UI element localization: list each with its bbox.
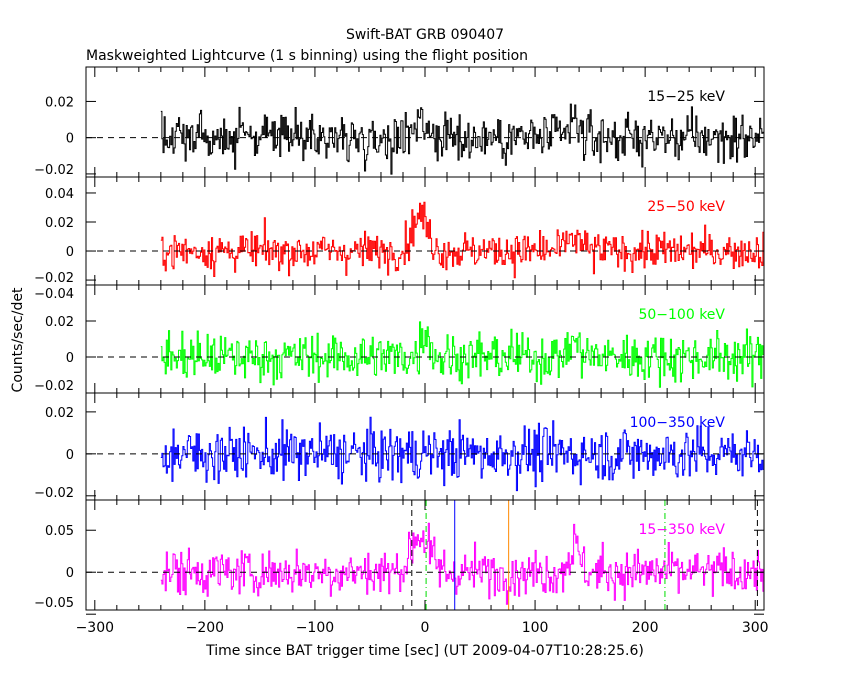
panel-frame bbox=[85, 499, 765, 611]
y-axis-label: Counts/sec/det bbox=[10, 287, 26, 392]
series-legend-label: 25−50 keV bbox=[647, 199, 725, 215]
series-legend-label: 15−25 keV bbox=[647, 89, 725, 105]
x-tick-label: 300 bbox=[742, 620, 769, 636]
y-tick-label: −0.02 bbox=[34, 486, 74, 501]
y-tick-label: 0.02 bbox=[45, 315, 74, 330]
series-line bbox=[160, 321, 764, 388]
series-line bbox=[160, 522, 764, 605]
y-tick-label: 0.02 bbox=[45, 95, 74, 110]
panel-100-350-kev: −0.02 0 0.02 100−350 keV bbox=[34, 392, 765, 501]
series-legend-label: 15−350 keV bbox=[638, 522, 725, 538]
series-legend-label: 100−350 keV bbox=[630, 415, 726, 431]
y-tick-label: 0 bbox=[66, 448, 74, 463]
panel-25-50-kev: −0.02 0 0.02 0.04 25−50 keV bbox=[34, 176, 765, 286]
y-tick-label: −0.02 bbox=[34, 379, 74, 394]
y-tick-label: 0.04 bbox=[45, 187, 74, 202]
panel-frame bbox=[85, 176, 765, 286]
x-axis-label: Time since BAT trigger time [sec] (UT 20… bbox=[205, 643, 644, 659]
y-tick-label: 0 bbox=[66, 245, 74, 260]
x-tick-label: 100 bbox=[522, 620, 549, 636]
y-tick-label: −0.02 bbox=[34, 271, 74, 286]
chart-subtitle: Maskweighted Lightcurve (1 s binning) us… bbox=[86, 48, 528, 64]
y-tick-label: 0 bbox=[66, 132, 74, 147]
series-line bbox=[160, 103, 764, 175]
x-tick-label: −300 bbox=[76, 620, 114, 636]
x-tick-label: 0 bbox=[421, 620, 430, 636]
y-tick-label: 0 bbox=[66, 566, 74, 581]
y-tick-label: 0.02 bbox=[45, 216, 74, 231]
panel-15-350-kev: −0.05 0 0.05 15−350 keV bbox=[34, 499, 765, 615]
series-line bbox=[160, 416, 764, 492]
y-tick-label: 0.05 bbox=[45, 524, 74, 539]
chart-title: Swift-BAT GRB 090407 bbox=[346, 27, 504, 43]
panel-frame bbox=[85, 66, 765, 178]
y-tick-label: −0.02 bbox=[34, 163, 74, 178]
y-tick-label: 0.02 bbox=[45, 406, 74, 421]
y-tick-label: −0.05 bbox=[34, 596, 74, 611]
series-line bbox=[160, 201, 764, 279]
x-tick-label: 200 bbox=[632, 620, 659, 636]
x-tick-label: −200 bbox=[186, 620, 224, 636]
panel-15-25-kev: −0.02 0 0.02 15−25 keV bbox=[34, 66, 765, 178]
y-tick-label: 0 bbox=[66, 351, 74, 366]
y-tick-label: −0.04 bbox=[34, 287, 74, 302]
x-tick-label: −100 bbox=[296, 620, 334, 636]
series-legend-label: 50−100 keV bbox=[638, 307, 725, 323]
panel-50-100-kev: −0.02 0 0.02 −0.04 50−100 keV bbox=[34, 284, 765, 394]
